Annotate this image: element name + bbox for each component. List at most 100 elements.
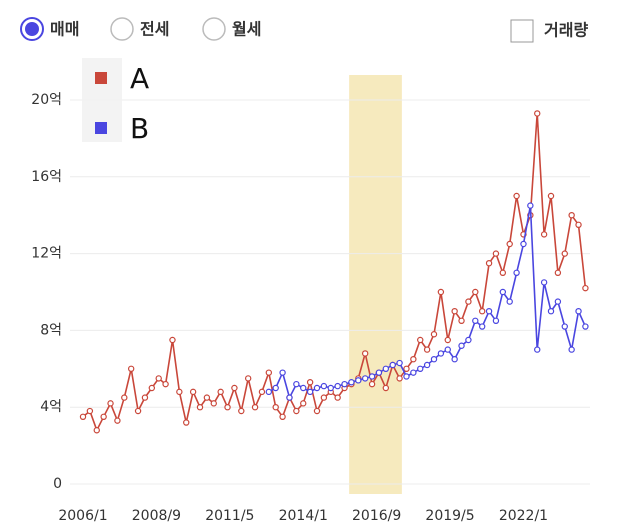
data-point xyxy=(513,269,520,276)
data-point xyxy=(547,308,555,315)
data-point xyxy=(327,384,334,392)
data-point xyxy=(403,373,410,380)
data-point xyxy=(203,394,211,401)
data-point xyxy=(341,380,348,388)
data-point xyxy=(506,298,513,305)
data-point xyxy=(300,384,307,392)
data-point xyxy=(231,384,238,392)
data-point xyxy=(540,279,548,286)
y-tick-label: 20억 xyxy=(31,92,62,108)
data-point xyxy=(430,356,438,363)
data-point xyxy=(272,404,279,411)
data-point xyxy=(451,356,458,363)
x-tick-label: 2016/9 xyxy=(352,508,401,524)
data-point xyxy=(568,346,575,353)
data-point xyxy=(121,394,128,401)
checkbox[interactable] xyxy=(510,19,534,43)
data-point xyxy=(155,375,162,382)
data-point xyxy=(534,110,541,117)
data-point xyxy=(417,365,424,372)
legend-swatch xyxy=(95,72,107,84)
data-point xyxy=(265,369,273,376)
data-point xyxy=(575,308,582,315)
data-point xyxy=(79,413,87,420)
data-point xyxy=(293,407,300,415)
data-point xyxy=(561,323,568,330)
y-tick-label: 0 xyxy=(53,476,62,492)
highlight-band xyxy=(349,75,402,494)
data-point xyxy=(478,308,486,315)
data-point xyxy=(492,317,500,324)
data-point xyxy=(396,375,403,382)
y-tick-label: 8억 xyxy=(40,322,62,338)
data-point xyxy=(499,269,507,276)
data-point xyxy=(540,231,548,238)
data-point xyxy=(375,369,383,376)
data-point xyxy=(485,308,493,315)
data-point xyxy=(272,384,279,392)
series-line xyxy=(82,113,587,433)
data-point xyxy=(141,394,149,401)
data-point xyxy=(320,394,328,401)
data-point xyxy=(437,288,445,296)
data-point xyxy=(279,369,286,376)
data-point xyxy=(506,240,513,248)
radio[interactable] xyxy=(202,17,226,41)
data-point xyxy=(472,288,479,296)
data-point xyxy=(313,384,321,392)
volume-checkbox[interactable]: 거래량 xyxy=(510,19,588,43)
x-tick-label: 2008/9 xyxy=(132,508,181,524)
data-point xyxy=(561,250,568,257)
data-point xyxy=(189,388,197,396)
data-point xyxy=(485,260,493,267)
controls: 매매 전세 월세 거래량 xyxy=(20,17,588,43)
data-point xyxy=(114,417,121,424)
data-point xyxy=(527,202,534,209)
data-point xyxy=(224,404,231,411)
data-point xyxy=(554,269,562,276)
data-point xyxy=(334,382,341,390)
data-point xyxy=(300,400,307,407)
data-point xyxy=(382,384,390,392)
data-point xyxy=(148,384,156,392)
data-point xyxy=(465,336,472,344)
radio[interactable] xyxy=(110,17,134,41)
data-point xyxy=(423,346,431,353)
data-point xyxy=(382,365,390,372)
data-point xyxy=(472,317,479,324)
radio-sale[interactable]: 매매 xyxy=(20,17,79,41)
data-point xyxy=(279,413,286,420)
data-point xyxy=(430,331,438,338)
x-tick-label: 2011/5 xyxy=(205,508,254,524)
data-point xyxy=(458,317,465,324)
data-point xyxy=(410,369,417,376)
data-point xyxy=(251,404,259,411)
data-point xyxy=(169,336,176,344)
data-point xyxy=(286,394,293,401)
data-point xyxy=(306,388,314,396)
data-point xyxy=(534,346,541,353)
data-point xyxy=(100,413,107,420)
data-point xyxy=(127,365,135,372)
y-tick-label: 16억 xyxy=(31,169,62,185)
data-point xyxy=(554,298,562,305)
data-point xyxy=(568,211,575,219)
data-point xyxy=(176,388,183,396)
data-point xyxy=(451,308,458,315)
data-point xyxy=(107,400,114,407)
legend-swatch xyxy=(95,122,107,134)
radio-jeonse[interactable]: 전세 xyxy=(110,17,169,41)
data-point xyxy=(499,288,507,296)
x-tick-label: 2019/5 xyxy=(425,508,474,524)
data-point xyxy=(437,350,445,357)
data-point xyxy=(162,380,169,388)
data-point xyxy=(320,382,328,390)
x-tick-label: 2022/1 xyxy=(499,508,548,524)
data-point xyxy=(403,365,410,372)
checkbox-label: 거래량 xyxy=(544,21,588,40)
data-point xyxy=(396,359,403,367)
data-point xyxy=(520,240,527,248)
data-point xyxy=(361,350,369,357)
radio-wolse[interactable]: 월세 xyxy=(202,17,261,41)
data-point xyxy=(210,400,217,407)
